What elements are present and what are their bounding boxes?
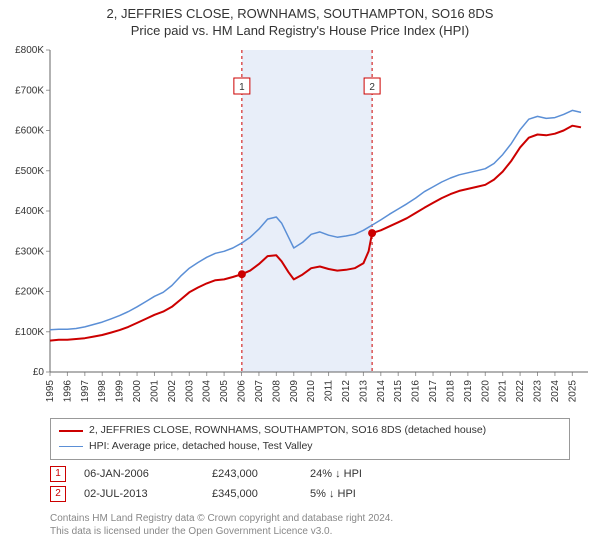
legend-swatch — [59, 446, 83, 447]
svg-text:2025: 2025 — [567, 380, 578, 403]
footer-note: Contains HM Land Registry data © Crown c… — [50, 512, 570, 538]
chart-container: 2, JEFFRIES CLOSE, ROWNHAMS, SOUTHAMPTON… — [0, 0, 600, 538]
sale-price: £345,000 — [212, 488, 292, 500]
svg-text:£0: £0 — [33, 367, 45, 378]
title-subtitle: Price paid vs. HM Land Registry's House … — [0, 23, 600, 38]
svg-text:2006: 2006 — [237, 380, 248, 403]
legend-row: HPI: Average price, detached house, Test… — [59, 439, 561, 455]
svg-text:£700K: £700K — [15, 85, 44, 96]
svg-text:1998: 1998 — [97, 380, 108, 403]
svg-text:2005: 2005 — [219, 380, 230, 403]
svg-text:1995: 1995 — [45, 380, 56, 403]
sale-date: 06-JAN-2006 — [84, 468, 194, 480]
svg-text:2: 2 — [369, 82, 375, 93]
svg-text:£200K: £200K — [15, 287, 44, 298]
sales-table: 1 06-JAN-2006 £243,000 24% ↓ HPI 2 02-JUL-201… — [50, 464, 570, 504]
svg-text:£400K: £400K — [15, 206, 44, 217]
svg-text:2016: 2016 — [411, 380, 422, 403]
sale-diff: 24% ↓ HPI — [310, 468, 410, 480]
svg-text:2007: 2007 — [254, 380, 265, 403]
chart-area: £0 £100K £200K £300K £400K £500K £600K £700K £80… — [0, 42, 600, 412]
svg-text:1996: 1996 — [62, 380, 73, 403]
svg-text:£100K: £100K — [15, 327, 44, 338]
svg-text:1999: 1999 — [115, 380, 126, 403]
sale-marker-icon: 2 — [50, 486, 66, 502]
sale-diff: 5% ↓ HPI — [310, 488, 410, 500]
svg-text:2022: 2022 — [515, 380, 526, 403]
svg-text:2003: 2003 — [184, 380, 195, 403]
svg-text:£500K: £500K — [15, 166, 44, 177]
footer-line1: Contains HM Land Registry data © Crown c… — [50, 512, 570, 525]
svg-text:2000: 2000 — [132, 380, 143, 403]
sale-marker-icon: 1 — [50, 466, 66, 482]
sale-date: 02-JUL-2013 — [84, 488, 194, 500]
svg-text:£600K: £600K — [15, 126, 44, 137]
svg-text:£800K: £800K — [15, 45, 44, 56]
legend-row: 2, JEFFRIES CLOSE, ROWNHAMS, SOUTHAMPTON… — [59, 423, 561, 439]
svg-text:2008: 2008 — [271, 380, 282, 403]
svg-text:2013: 2013 — [358, 380, 369, 403]
legend: 2, JEFFRIES CLOSE, ROWNHAMS, SOUTHAMPTON… — [50, 418, 570, 460]
legend-label: 2, JEFFRIES CLOSE, ROWNHAMS, SOUTHAMPTON… — [89, 423, 486, 439]
sales-row: 2 02-JUL-2013 £345,000 5% ↓ HPI — [50, 484, 570, 504]
svg-text:2011: 2011 — [324, 380, 335, 402]
svg-text:1997: 1997 — [80, 380, 91, 403]
svg-text:2001: 2001 — [149, 380, 160, 403]
svg-text:2017: 2017 — [428, 380, 439, 403]
svg-text:2002: 2002 — [167, 380, 178, 403]
line-chart-svg: £0 £100K £200K £300K £400K £500K £600K £700K £80… — [0, 42, 600, 412]
sales-row: 1 06-JAN-2006 £243,000 24% ↓ HPI — [50, 464, 570, 484]
title-block: 2, JEFFRIES CLOSE, ROWNHAMS, SOUTHAMPTON… — [0, 0, 600, 42]
footer-line2: This data is licensed under the Open Gov… — [50, 525, 570, 538]
svg-text:2014: 2014 — [376, 380, 387, 403]
legend-swatch — [59, 430, 83, 432]
svg-text:2004: 2004 — [202, 380, 213, 403]
legend-label: HPI: Average price, detached house, Test… — [89, 439, 313, 455]
sale-price: £243,000 — [212, 468, 292, 480]
svg-text:2018: 2018 — [445, 380, 456, 403]
svg-text:£300K: £300K — [15, 246, 44, 257]
svg-text:2010: 2010 — [306, 380, 317, 403]
title-address: 2, JEFFRIES CLOSE, ROWNHAMS, SOUTHAMPTON… — [0, 6, 600, 21]
svg-text:2024: 2024 — [550, 380, 561, 403]
svg-text:2009: 2009 — [289, 380, 300, 403]
svg-text:2019: 2019 — [463, 380, 474, 403]
svg-text:2021: 2021 — [498, 380, 509, 403]
svg-text:2023: 2023 — [533, 380, 544, 403]
svg-text:2020: 2020 — [480, 380, 491, 403]
svg-text:2015: 2015 — [393, 380, 404, 403]
svg-text:1: 1 — [239, 82, 245, 93]
svg-text:2012: 2012 — [341, 380, 352, 403]
